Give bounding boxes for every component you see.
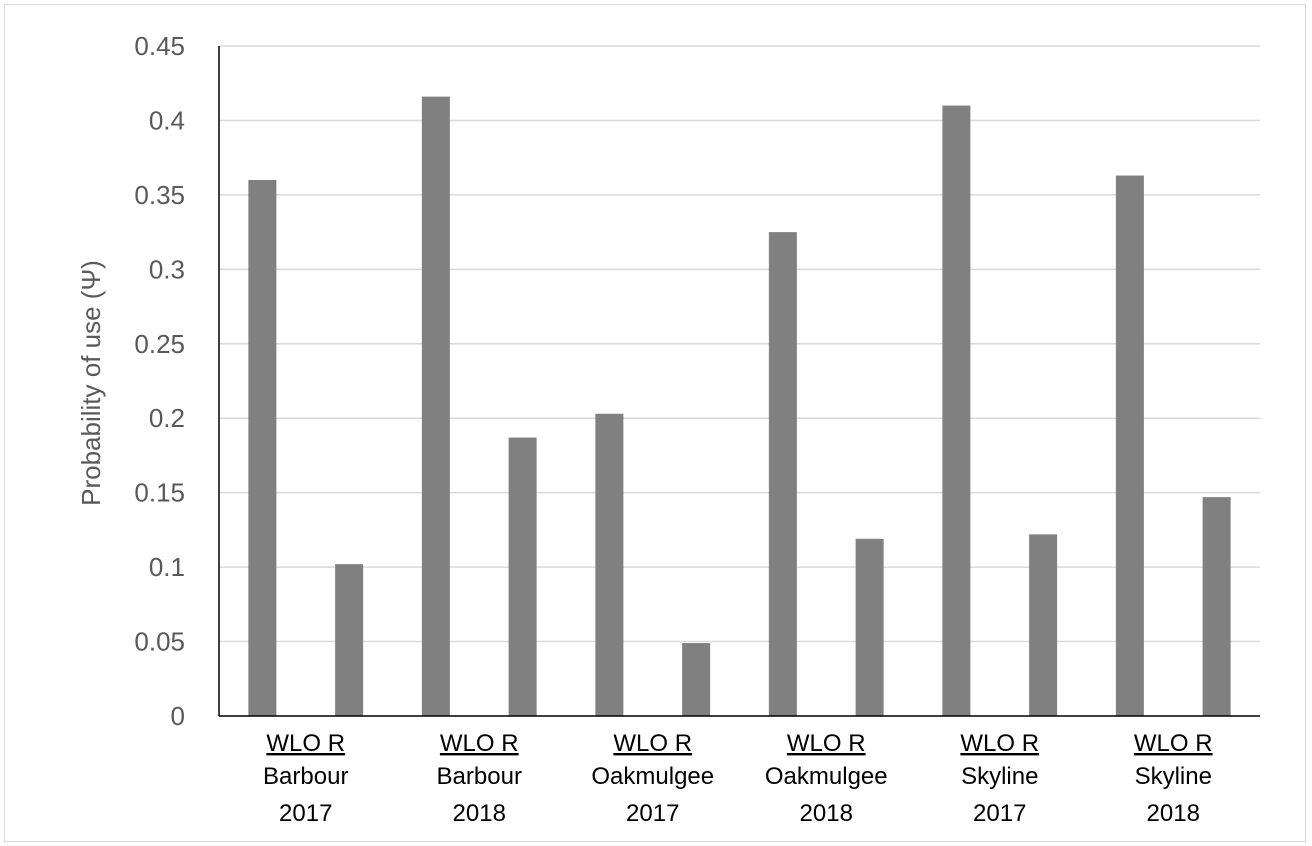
bar <box>768 232 797 716</box>
x-category-site-label: Skyline <box>961 763 1038 790</box>
bar <box>682 643 711 716</box>
y-tick-label: 0.45 <box>134 31 185 61</box>
y-tick-label: 0.35 <box>134 180 185 210</box>
x-category-site-label: Oakmulgee <box>765 763 888 790</box>
y-axis-label: Probability of use (Ψ) <box>76 260 106 506</box>
bars <box>248 96 1231 717</box>
bar <box>335 564 364 716</box>
x-category-year-label: 2018 <box>453 800 506 827</box>
y-tick-label: 0.15 <box>134 478 185 508</box>
x-category-year-label: 2017 <box>279 800 332 827</box>
x-category-top-label: WLO R <box>266 730 345 757</box>
bar <box>248 180 277 716</box>
x-category-top-label: WLO R <box>960 730 1039 757</box>
bar <box>855 538 884 716</box>
bar <box>421 96 450 717</box>
y-tick-label: 0.1 <box>149 552 185 582</box>
x-category-site-label: Skyline <box>1135 763 1212 790</box>
x-category-top-label: WLO R <box>1134 730 1213 757</box>
x-category-labels: WLO R Barbour 2017 WLO R Barbour 2018 WLO R Oak… <box>263 730 1213 827</box>
y-tick-label: 0.05 <box>134 627 185 657</box>
bar <box>508 437 537 716</box>
x-category-year-label: 2018 <box>800 800 853 827</box>
x-category-year-label: 2018 <box>1147 800 1200 827</box>
gridlines <box>219 45 1260 643</box>
y-tick-labels: 0 0.05 0.1 0.15 0.2 0.25 0.3 0.35 0.4 0.45 <box>134 31 185 731</box>
x-category-year-label: 2017 <box>973 800 1026 827</box>
x-category-site-label: Oakmulgee <box>591 763 714 790</box>
x-category-site-label: Barbour <box>437 763 522 790</box>
bar <box>942 105 971 717</box>
x-category-top-label: WLO R <box>440 730 519 757</box>
bar <box>595 413 624 716</box>
bar <box>1202 497 1231 716</box>
y-tick-label: 0.25 <box>134 329 185 359</box>
bar <box>1115 175 1144 717</box>
x-category-year-label: 2017 <box>626 800 679 827</box>
bar <box>1029 534 1058 716</box>
x-category-site-label: Barbour <box>263 763 348 790</box>
axes <box>218 46 1260 717</box>
x-category-top-label: WLO R <box>613 730 692 757</box>
y-tick-label: 0.3 <box>149 254 185 284</box>
y-tick-label: 0 <box>171 701 185 731</box>
y-tick-label: 0.4 <box>149 105 185 135</box>
y-tick-label: 0.2 <box>149 403 185 433</box>
chart-frame <box>4 4 1306 842</box>
x-category-top-label: WLO R <box>787 730 866 757</box>
